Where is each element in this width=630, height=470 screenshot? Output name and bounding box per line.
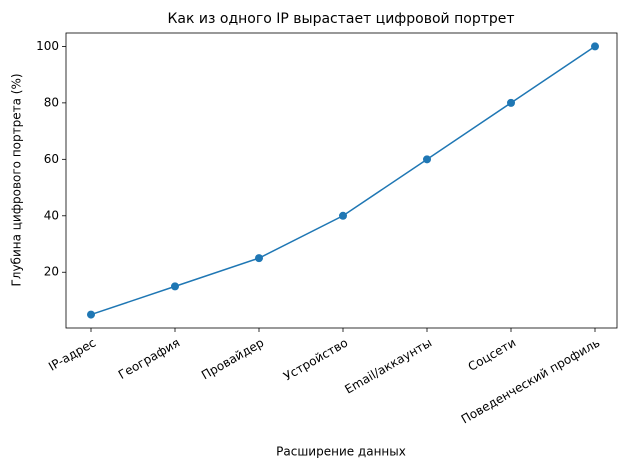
marker	[255, 254, 263, 263]
plot-frame	[65, 32, 618, 329]
marker	[339, 211, 347, 220]
marker	[507, 98, 515, 107]
line	[90, 45, 596, 316]
x-tick-label: Провайдер	[199, 336, 266, 383]
chart-title: Как из одного IP вырастает цифровой порт…	[167, 11, 514, 27]
marker	[591, 42, 599, 51]
y-tick-label: 80	[44, 95, 59, 109]
marker	[423, 155, 431, 164]
y-axis-label: Глубина цифрового портрета (%)	[10, 73, 24, 286]
x-tick-label: География	[116, 336, 182, 382]
y-tick-label: 20	[44, 265, 59, 279]
marker	[87, 310, 95, 319]
x-axis-label: Расширение данных	[276, 445, 406, 459]
marker	[171, 282, 179, 291]
y-tick-label: 60	[44, 152, 59, 166]
x-tick-label: Поведенческий профиль	[459, 336, 603, 427]
y-tick-label: 100	[36, 39, 59, 53]
y-tick-label: 40	[44, 208, 59, 222]
x-tick-label: Email/аккаунты	[342, 336, 434, 397]
x-tick-label: IP-адрес	[46, 336, 98, 374]
x-tick-label: Устройство	[281, 336, 350, 384]
x-tick-label: Соцсети	[466, 336, 519, 374]
